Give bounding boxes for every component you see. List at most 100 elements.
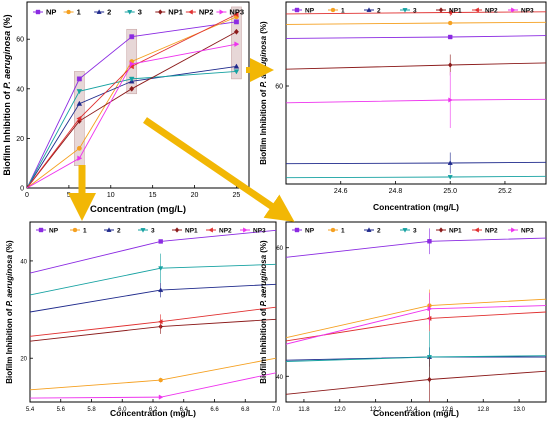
legend-label: NP [305,8,315,15]
data-point-3 [158,266,164,271]
data-point-NP1 [233,28,239,35]
legend-label: NP3 [253,228,266,235]
chart-panel-zoom6: 5.4 5.6 5.8 6.0 6.2 6.4 6.6 6.8 7.0 20 40 Concentra… [5,221,281,418]
y-tick-label: 40 [16,86,24,93]
x-tick-label: 6.0 [118,407,127,413]
data-point-2 [447,160,453,165]
legend-marker [294,7,300,13]
data-point-NP [158,239,163,244]
legend-marker [330,227,336,233]
legend: NP 1 2 3 NP1 NP2 NP3 [292,227,534,235]
chart-panel-zoom25: 24.6 24.8 25.0 25.2 60 Concentration (mg/L) Bi… [259,1,547,212]
legend-label: 2 [377,228,381,235]
legend-item-NP3: NP3 [216,8,244,17]
y-axis-label: Biofilm Inhibition of P. aeruginosa (%) [259,21,268,165]
legend-label: 3 [413,8,417,15]
plot-frame [285,1,547,185]
legend-marker [402,228,408,233]
legend-label: 3 [413,228,417,235]
legend-marker [438,227,444,233]
x-tick-label: 5 [67,192,71,199]
legend-label: NP2 [485,8,498,15]
data-point-NP3 [77,155,83,161]
y-axis-label: Biofilm Inhibition of P. aeruginosa (%) [2,14,12,175]
legend: NP 1 2 3 NP1 NP2 NP3 [292,7,534,15]
legend-marker [208,227,213,233]
data-point-NP3 [158,394,164,400]
legend-item-2: 2 [104,227,121,235]
legend-marker [330,7,336,13]
data-point-NP3 [129,61,135,67]
series-line-NP2 [27,13,237,188]
y-tick-label: 60 [276,246,283,252]
legend-label: 1 [341,228,345,235]
series-line-3 [27,70,237,188]
legend-item-1: 1 [328,8,345,15]
data-point-NP [448,34,453,40]
legend-label: NP [305,228,315,235]
legend-item-1: 1 [70,228,87,235]
legend-marker [158,9,163,15]
legend-label: 2 [117,228,121,235]
legend-item-2: 2 [364,227,381,235]
data-point-NP [234,19,239,25]
legend-item-2: 2 [364,7,381,15]
legend-item-NP: NP [292,228,315,235]
legend-marker [294,227,300,233]
x-tick-label: 25 [233,192,241,199]
legend-marker [127,10,133,15]
legend-marker [140,228,146,233]
legend-label: NP2 [485,228,498,235]
x-tick-label: 6.2 [149,407,158,413]
legend-marker [188,9,193,15]
data-point-NP [76,76,82,82]
data-point-NP1 [129,85,135,92]
legend-label: NP1 [449,228,462,235]
series-line-NP1 [27,31,237,188]
legend-marker [474,7,479,13]
data-point-NP3 [448,97,453,103]
legend-marker [366,7,372,12]
legend-label: 1 [83,228,87,235]
legend-label: 2 [377,8,381,15]
x-tick-label: 24.8 [389,188,403,195]
x-tick-label: 12.0 [334,407,346,413]
data-point-3 [76,89,83,95]
data-point-NP [129,34,135,40]
plot-area [286,9,546,180]
y-axis-label: Biofilm Inhibition of P. aeruginosa (%) [259,240,268,384]
legend-item-2: 2 [94,8,111,17]
x-tick-label: 7.0 [272,407,281,413]
legend-item-NP1: NP1 [172,227,198,235]
plot-area [27,11,240,188]
plot-area [30,229,276,400]
x-tick-label: 12.2 [370,407,382,413]
data-point-NP3 [234,41,240,47]
legend-item-3: 3 [400,228,417,235]
legend-marker [243,227,248,233]
legend-marker [402,8,408,13]
legend-label: NP3 [521,228,534,235]
legend-item-NP3: NP3 [508,7,534,15]
x-tick-label: 13.0 [513,407,525,413]
chart-panel-main: 0 5 10 15 20 25 0 20 40 60 Concentration (mg/L) Bio… [2,1,250,215]
x-tick-label: 12.8 [477,407,489,413]
x-tick-label: 5.4 [26,407,35,413]
legend-label: NP2 [219,228,232,235]
data-point-3 [233,69,240,75]
legend-label: NP [49,228,59,235]
legend-marker [174,227,180,233]
y-tick-label: 20 [20,357,27,363]
y-tick-label: 60 [275,84,283,91]
y-axis-label: Biofilm Inhibition of P. aeruginosa (%) [5,240,14,384]
data-point-NP1 [427,376,432,383]
legend-label: 3 [151,228,155,235]
legend-marker [35,9,41,15]
data-point-2 [76,100,83,106]
data-point-NP [427,239,432,244]
data-point-1 [158,377,163,383]
x-tick-label: 10 [107,192,115,199]
data-point-3 [447,175,453,180]
data-point-2 [158,287,164,293]
